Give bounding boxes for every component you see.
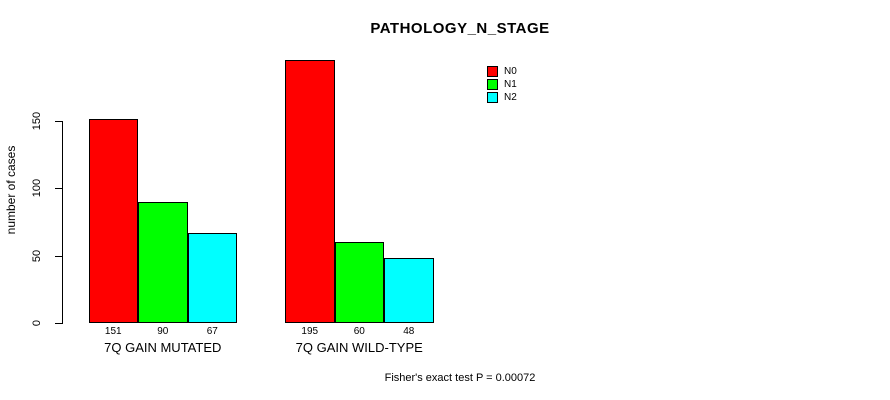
- y-tick-label: 50: [31, 249, 43, 262]
- bar-value-label: 151: [104, 326, 122, 337]
- bar-value-label: 60: [353, 326, 365, 337]
- bar-n2-group2: [384, 258, 434, 323]
- bar-n0-group2: [285, 59, 335, 323]
- legend-item-n1: N1: [487, 78, 517, 91]
- bar-value-label: 48: [403, 326, 415, 337]
- group-label-2: 7Q GAIN WILD-TYPE: [295, 340, 423, 355]
- legend-swatch-n0: [487, 66, 498, 77]
- bar-value-label: 90: [157, 326, 169, 337]
- y-tick-mark: [55, 323, 62, 324]
- y-tick-label: 100: [31, 178, 43, 198]
- legend-label: N1: [504, 79, 517, 90]
- chart-title: PATHOLOGY_N_STAGE: [370, 20, 550, 37]
- fisher-test-annotation: Fisher's exact test P = 0.00072: [384, 372, 536, 384]
- legend-item-n0: N0: [487, 65, 517, 78]
- legend-swatch-n2: [487, 92, 498, 103]
- y-tick-label: 0: [31, 319, 43, 327]
- legend: N0 N1 N2: [487, 65, 517, 104]
- y-axis-label: number of cases: [4, 145, 18, 235]
- bar-n1-group1: [138, 201, 188, 323]
- legend-label: N2: [504, 92, 517, 103]
- bar-value-label: 67: [206, 326, 218, 337]
- y-axis-line: [62, 120, 63, 324]
- legend-label: N0: [504, 66, 517, 77]
- bar-n0-group1: [88, 119, 138, 323]
- bar-n1-group2: [334, 242, 384, 323]
- y-tick-mark: [55, 188, 62, 189]
- y-tick-label: 150: [31, 111, 43, 130]
- legend-swatch-n1: [487, 79, 498, 90]
- bar-n2-group1: [187, 232, 237, 323]
- group-label-1: 7Q GAIN MUTATED: [104, 340, 222, 355]
- y-tick-mark: [55, 120, 62, 122]
- legend-item-n2: N2: [487, 91, 517, 104]
- bar-value-label: 195: [301, 326, 319, 337]
- y-tick-mark: [55, 255, 62, 257]
